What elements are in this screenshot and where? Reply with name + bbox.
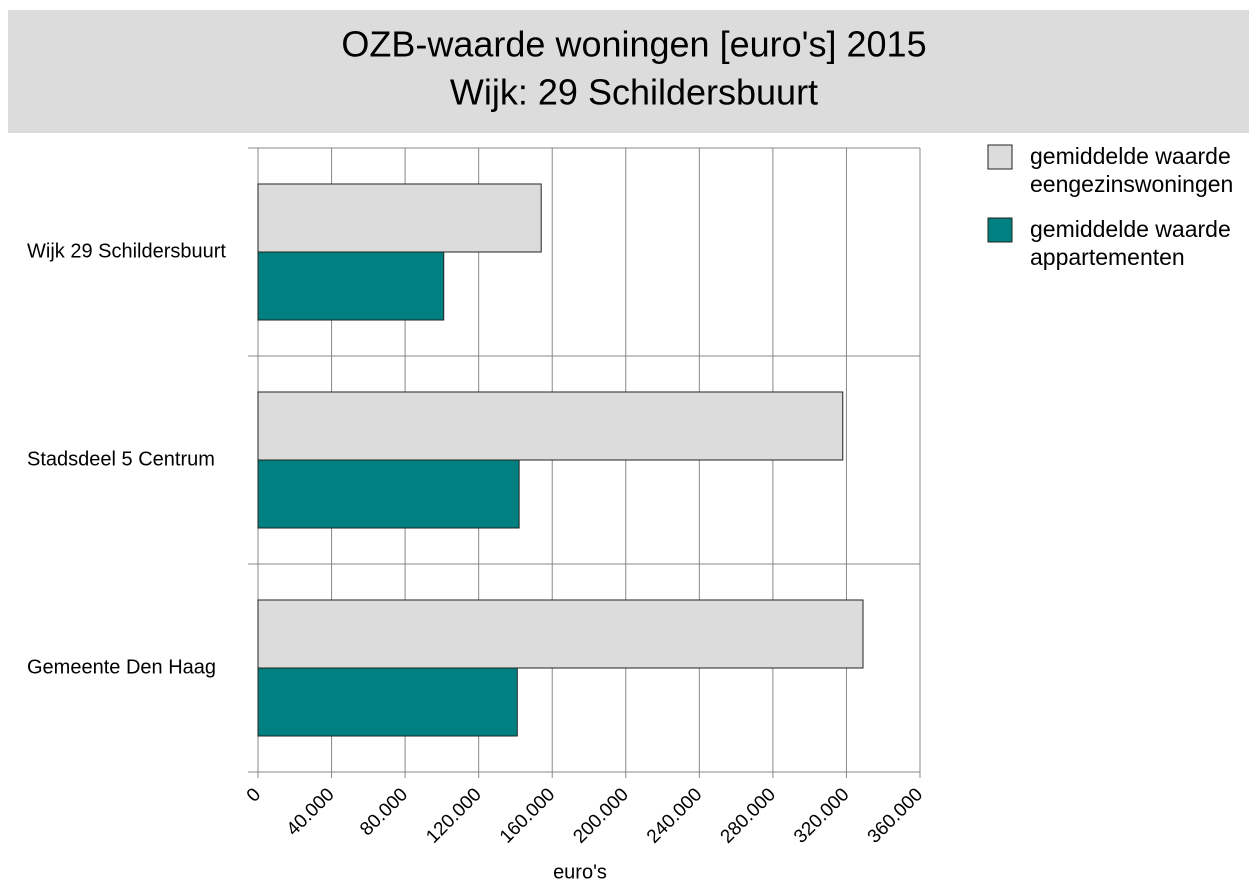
y-tick-label: Stadsdeel 5 Centrum xyxy=(27,448,215,470)
bar xyxy=(257,599,864,669)
bar xyxy=(257,391,844,461)
chart-subtitle: Wijk: 29 Schildersbuurt xyxy=(450,72,818,113)
bar xyxy=(257,183,542,253)
y-tick-label: Wijk 29 Schildersbuurt xyxy=(27,240,226,262)
y-tick-label: Gemeente Den Haag xyxy=(27,656,216,678)
x-tick-label: 80.000 xyxy=(356,784,412,840)
x-tick-label: 0 xyxy=(243,784,265,806)
x-axis-label: euro's xyxy=(553,861,607,883)
chart-title: OZB-waarde woningen [euro's] 2015 xyxy=(341,24,926,65)
x-tick-label: 240.000 xyxy=(643,784,706,847)
legend-label: gemiddelde waarde appartementen xyxy=(1030,216,1231,270)
bar xyxy=(257,251,445,321)
x-tick-label: 160.000 xyxy=(496,784,559,847)
title-band xyxy=(8,10,1249,133)
legend-swatch xyxy=(987,144,1013,170)
legend-swatch xyxy=(987,217,1013,243)
x-tick-label: 200.000 xyxy=(569,784,632,847)
x-tick-label: 360.000 xyxy=(864,784,927,847)
x-tick-label: 40.000 xyxy=(283,784,339,840)
x-tick-label: 120.000 xyxy=(422,784,485,847)
x-tick-label: 280.000 xyxy=(717,784,780,847)
bar xyxy=(257,459,520,529)
legend-label: gemiddelde waarde eengezinswoningen xyxy=(1030,143,1234,197)
bar xyxy=(257,667,518,737)
x-tick-label: 320.000 xyxy=(790,784,853,847)
